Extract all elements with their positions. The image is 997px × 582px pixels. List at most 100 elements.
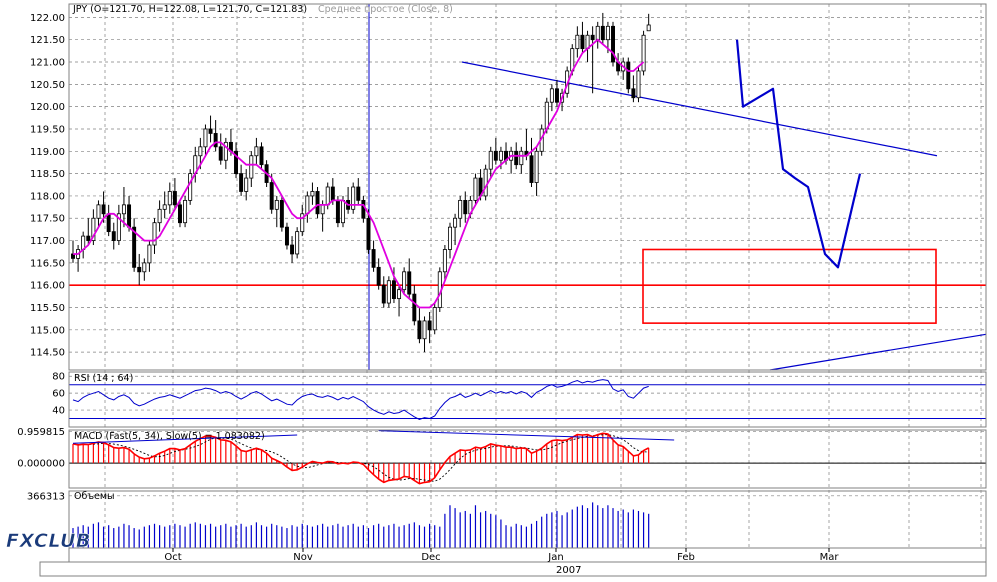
x-month-label: Jan — [547, 552, 563, 563]
candle-body — [529, 155, 534, 183]
macd-trend-line — [378, 430, 675, 441]
axis-layer: 122.00 121.50 121.00 120.50 120.00 119.50 119.… — [17, 13, 839, 563]
candle-body — [407, 271, 412, 295]
candle-body — [590, 34, 595, 41]
candle-body — [96, 204, 101, 219]
candle-body — [366, 217, 371, 250]
candle-body — [356, 186, 361, 201]
candle-body — [223, 141, 228, 161]
price-tick-label: 118.50 — [30, 169, 65, 180]
candle-body — [274, 199, 279, 210]
candle-body — [448, 226, 452, 250]
candle-body — [259, 146, 264, 166]
x-month-label: Oct — [164, 552, 181, 563]
candle-body — [519, 150, 524, 166]
candle-body — [442, 249, 447, 273]
candle-body — [386, 280, 391, 304]
x-month-label: Dec — [421, 552, 440, 563]
price-tick-label: 117.00 — [30, 236, 65, 247]
macd-panel-frame — [68, 429, 987, 489]
candle-body — [554, 88, 559, 103]
candle-body — [172, 191, 177, 206]
x-month-label: Mar — [820, 552, 840, 563]
price-tick-label: 116.00 — [30, 281, 65, 292]
candle-body — [325, 186, 330, 206]
price-tick-label: 120.50 — [30, 80, 65, 91]
candle-body — [626, 61, 631, 90]
candle-body — [417, 320, 422, 340]
year-label: 2007 — [556, 565, 581, 576]
price-tick-label: 119.00 — [30, 147, 65, 158]
candle-body — [595, 25, 600, 41]
price-tick-label: 122.00 — [30, 13, 65, 24]
candle-body — [127, 204, 132, 228]
price-tick-label: 118.00 — [30, 191, 65, 202]
trend-line — [461, 61, 938, 157]
ma-label: Среднее простое (Close, 8) — [318, 4, 453, 15]
candle-body — [611, 25, 615, 63]
candle-body — [463, 199, 468, 215]
frame-layer — [39, 3, 987, 577]
candle-body — [147, 244, 152, 264]
candle-body — [341, 199, 345, 224]
price-tick-label: 117.50 — [30, 214, 65, 225]
candle-body — [412, 293, 417, 322]
target-box — [642, 248, 937, 324]
macd-line — [72, 432, 650, 485]
price-tick-label: 115.50 — [30, 303, 65, 314]
candle-body — [391, 280, 396, 299]
candle-body — [167, 191, 172, 206]
candle-body — [483, 168, 488, 197]
price-tick-label: 114.50 — [30, 348, 65, 359]
candle-body — [239, 173, 244, 192]
candle-body — [580, 34, 585, 50]
candle-body — [646, 24, 651, 32]
candle-body — [422, 320, 427, 340]
rsi-tick-label: 40 — [52, 406, 65, 417]
rsi-line — [72, 379, 649, 420]
price-tick-label: 119.50 — [30, 124, 65, 135]
candle-body — [605, 25, 610, 41]
candle-body — [208, 128, 213, 134]
price-tick-label: 121.00 — [30, 58, 65, 69]
candle-body — [244, 177, 249, 192]
candle-body — [381, 284, 386, 304]
macd-layer — [69, 430, 986, 485]
candle-body — [234, 150, 239, 175]
volume-label: Объемы — [74, 491, 115, 502]
candle-body — [111, 231, 116, 241]
candle-body — [544, 101, 549, 130]
candle-body — [203, 128, 208, 148]
candle-body — [162, 204, 167, 210]
candle-body — [575, 34, 580, 50]
candle-body — [269, 182, 274, 210]
macd-tick-label: 0.000000 — [17, 459, 65, 470]
candle-body — [152, 222, 157, 246]
candle-body — [218, 146, 223, 161]
candle-body — [600, 25, 605, 41]
candle-body — [641, 34, 646, 72]
candle-body — [361, 199, 366, 219]
candle-body — [101, 204, 106, 215]
candle-body — [183, 199, 188, 224]
candle-body — [290, 244, 295, 255]
candle-body — [300, 213, 305, 233]
candle-body — [279, 199, 284, 228]
trend-line — [769, 333, 987, 371]
candle-body — [137, 266, 142, 273]
candle-body — [534, 150, 539, 183]
candle-body — [142, 262, 147, 273]
candle-body — [91, 217, 96, 241]
candle-body — [188, 173, 193, 201]
candle-body — [397, 289, 402, 299]
rsi-tick-label: 60 — [52, 389, 65, 400]
price-tick-label: 120.00 — [30, 102, 65, 113]
volume-layer — [72, 502, 650, 548]
candle-body — [254, 146, 259, 157]
candle-body — [121, 204, 126, 215]
candle-body — [310, 191, 315, 197]
fxclub-watermark: FXCLUB — [6, 530, 91, 552]
candle-body — [86, 235, 91, 241]
